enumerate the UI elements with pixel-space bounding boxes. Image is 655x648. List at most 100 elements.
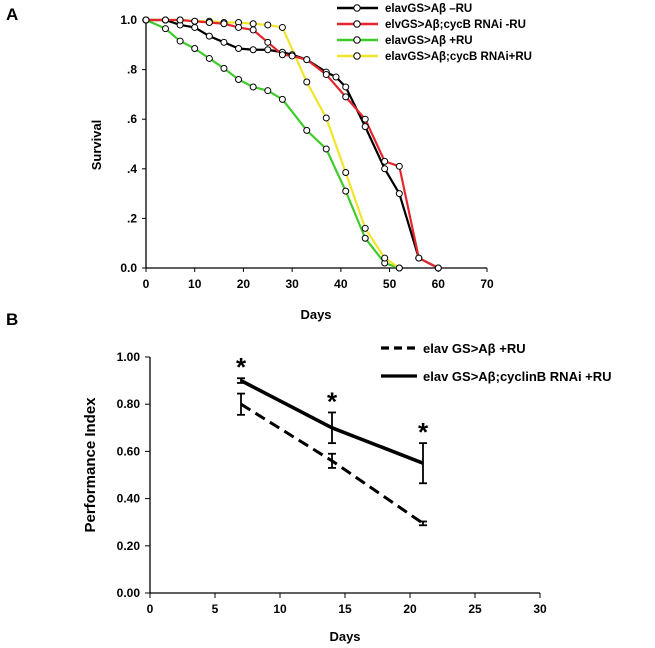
performance-y-tick-label: 0.00	[117, 586, 141, 600]
significance-star: *	[327, 386, 338, 416]
survival-data-point	[332, 73, 340, 81]
survival-x-tick-label: 20	[237, 277, 251, 291]
survival-data-point	[434, 264, 442, 272]
performance-x-axis-title: Days	[329, 629, 360, 644]
survival-y-tick-label: .4	[127, 162, 137, 176]
survival-y-axis-title: Survival	[89, 120, 104, 171]
survival-data-point	[381, 254, 389, 262]
survival-data-point	[303, 126, 311, 134]
survival-series	[142, 16, 442, 272]
survival-series-line	[145, 18, 400, 270]
survival-data-point	[342, 93, 350, 101]
performance-x-tick-label: 10	[273, 602, 287, 616]
survival-data-point	[176, 37, 184, 45]
survival-data-point	[381, 157, 389, 165]
survival-legend-marker	[353, 52, 361, 60]
survival-axes: 0 10 20 30 40 50 60 70 0.0 .2 .4 .6 .8 1.0	[120, 13, 494, 291]
performance-series: * * *	[236, 352, 429, 527]
performance-axes: 0 5 10 15 20 25 30 0.00 0.20 0.40 0.60 0.80 1.00	[117, 350, 547, 616]
performance-legend-label: elav GS>Aβ +RU	[423, 341, 526, 356]
performance-chart: 0 5 10 15 20 25 300.000.200.400.600.801.00 ***…	[82, 341, 612, 644]
performance-x-tick-label: 5	[212, 602, 219, 616]
survival-data-point	[264, 21, 272, 29]
survival-chart: 0 10 20 30 40 50 60 70 0.0 .2 .4 .6 .8 1.0 elavGS>Aβ …	[89, 3, 532, 322]
performance-x-tick-label: 15	[338, 602, 352, 616]
survival-data-point	[342, 187, 350, 195]
survival-x-tick-label: 30	[285, 277, 299, 291]
survival-legend-label: elavGS>Aβ –RU	[385, 3, 472, 15]
survival-x-axis-title: Days	[300, 307, 331, 322]
survival-data-point	[342, 83, 350, 91]
performance-y-tick-label: 0.80	[117, 397, 141, 411]
survival-data-point	[161, 25, 169, 33]
survival-data-point	[342, 169, 350, 177]
survival-data-point	[303, 56, 311, 64]
performance-x-tick-label: 0	[147, 602, 154, 616]
survival-legend-label: elavGS>Aβ +RU	[385, 35, 473, 47]
survival-data-point	[249, 20, 257, 28]
survival-data-point	[161, 16, 169, 24]
survival-x-tick-label: 40	[334, 277, 348, 291]
survival-data-point	[235, 45, 243, 53]
survival-data-point	[278, 95, 286, 103]
survival-data-point	[395, 264, 403, 272]
survival-data-point	[191, 17, 199, 25]
survival-y-tick-label: .2	[127, 211, 137, 225]
survival-data-point	[278, 23, 286, 31]
survival-data-point	[381, 165, 389, 173]
survival-data-point	[322, 71, 330, 79]
survival-legend: elavGS>Aβ –RU elvGS>Aβ;cycB RNAi -RU elavG…	[337, 3, 532, 63]
performance-y-tick-label: 0.40	[117, 492, 141, 506]
survival-data-point	[264, 87, 272, 95]
survival-x-tick-label: 50	[383, 277, 397, 291]
survival-data-point	[205, 18, 213, 26]
survival-data-point	[205, 54, 213, 62]
survival-data-point	[220, 38, 228, 46]
panel-label-b: B	[6, 310, 18, 329]
survival-data-point	[264, 38, 272, 46]
survival-legend-marker	[353, 36, 361, 44]
survival-x-tick-label: 0	[143, 277, 150, 291]
survival-data-point	[361, 234, 369, 242]
performance-x-tick-label: 20	[403, 602, 417, 616]
survival-legend-marker	[353, 20, 361, 28]
survival-data-point	[361, 224, 369, 232]
survival-data-point	[395, 190, 403, 198]
survival-y-tick-label: 0.0	[120, 261, 137, 275]
survival-data-point	[142, 16, 150, 24]
survival-legend-marker	[353, 4, 361, 12]
survival-data-point	[235, 76, 243, 84]
survival-x-tick-label: 10	[188, 277, 202, 291]
performance-y-tick-label: 0.20	[117, 539, 141, 553]
panel-label-a: A	[6, 5, 18, 24]
survival-x-tick-label: 60	[432, 277, 446, 291]
survival-data-point	[361, 115, 369, 123]
significance-star: *	[418, 417, 429, 447]
survival-x-tick-label: 70	[480, 277, 494, 291]
survival-data-point	[288, 52, 296, 60]
survival-data-point	[303, 78, 311, 86]
survival-legend-label: elvGS>Aβ;cycB RNAi -RU	[385, 19, 526, 31]
performance-legend: elav GS>Aβ +RU elav GS>Aβ;cyclinB RNAi +R…	[381, 341, 612, 384]
survival-y-tick-label: .6	[127, 112, 137, 126]
performance-y-tick-label: 1.00	[117, 350, 141, 364]
performance-y-axis-title: Performance Index	[82, 397, 99, 533]
survival-data-point	[249, 83, 257, 91]
performance-x-tick-label: 30	[533, 602, 547, 616]
survival-legend-label: elavGS>Aβ;cycB RNAi+RU	[385, 51, 532, 63]
survival-y-tick-label: 1.0	[120, 13, 137, 27]
survival-data-point	[220, 64, 228, 72]
survival-data-point	[205, 32, 213, 40]
survival-data-point	[264, 46, 272, 54]
survival-data-point	[322, 145, 330, 153]
survival-data-point	[278, 51, 286, 59]
survival-data-point	[220, 20, 228, 28]
significance-star: *	[236, 352, 247, 382]
survival-y-tick-label: .8	[127, 63, 137, 77]
survival-data-point	[361, 123, 369, 131]
survival-data-point	[191, 23, 199, 31]
survival-data-point	[415, 254, 423, 262]
performance-y-tick-label: 0.60	[117, 444, 141, 458]
performance-legend-label: elav GS>Aβ;cyclinB RNAi +RU	[423, 369, 612, 384]
